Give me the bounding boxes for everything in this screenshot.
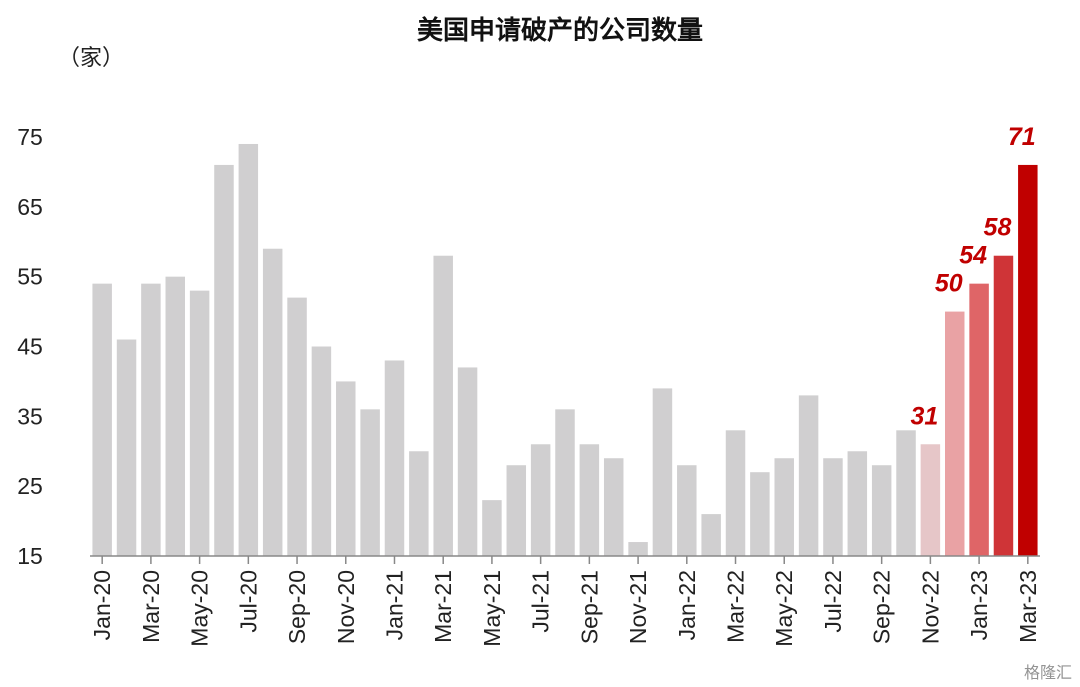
bar bbox=[677, 465, 697, 556]
x-tick-label: Jan-21 bbox=[381, 570, 407, 640]
bar bbox=[945, 311, 965, 556]
bar bbox=[409, 451, 429, 556]
x-tick-label: Mar-22 bbox=[723, 570, 749, 643]
x-tick-label: Jan-23 bbox=[966, 570, 992, 640]
x-tick-label: Mar-21 bbox=[430, 570, 456, 643]
y-tick-label: 55 bbox=[17, 264, 43, 290]
bar bbox=[506, 465, 527, 556]
bar bbox=[165, 276, 185, 556]
y-tick-label: 25 bbox=[17, 473, 43, 499]
bar bbox=[433, 255, 453, 556]
bar bbox=[969, 283, 989, 556]
x-tick-label: May-20 bbox=[187, 570, 213, 647]
bar bbox=[214, 164, 234, 556]
bar bbox=[116, 339, 137, 556]
bar bbox=[871, 465, 892, 556]
bar bbox=[262, 248, 283, 556]
y-tick-label: 75 bbox=[17, 124, 43, 150]
bar bbox=[725, 430, 746, 556]
data-label: 58 bbox=[984, 214, 1012, 242]
bar bbox=[798, 395, 819, 556]
x-tick-label: May-22 bbox=[771, 570, 797, 647]
watermark: 格隆汇 bbox=[1023, 663, 1072, 682]
bar bbox=[555, 409, 575, 556]
bar bbox=[1018, 164, 1038, 556]
x-tick-label: Jan-20 bbox=[89, 570, 115, 640]
x-tick-label: Sep-22 bbox=[869, 570, 895, 644]
bar bbox=[603, 458, 624, 556]
bar bbox=[530, 444, 551, 556]
bar bbox=[311, 346, 332, 556]
x-tick-label: Sep-20 bbox=[284, 570, 310, 644]
bar bbox=[141, 283, 161, 556]
y-tick-label: 45 bbox=[17, 334, 43, 360]
x-tick-label: Nov-21 bbox=[625, 570, 651, 644]
bar bbox=[823, 458, 843, 556]
bar bbox=[920, 444, 941, 556]
y-unit-label: （家） bbox=[58, 46, 125, 71]
y-tick-label: 65 bbox=[17, 194, 43, 220]
bar bbox=[701, 514, 721, 556]
bar bbox=[774, 458, 794, 556]
bar bbox=[360, 409, 380, 556]
x-tick-label: Jul-20 bbox=[235, 570, 261, 633]
bar bbox=[628, 542, 648, 556]
bar bbox=[92, 283, 112, 556]
x-tick-label: Sep-21 bbox=[576, 570, 602, 644]
x-tick-label: Mar-20 bbox=[138, 570, 164, 643]
bar bbox=[189, 290, 210, 556]
bar bbox=[750, 472, 770, 556]
bar bbox=[336, 381, 356, 556]
x-tick-label: May-21 bbox=[479, 570, 505, 647]
x-tick-label: Mar-23 bbox=[1015, 570, 1041, 643]
x-tick-label: Nov-22 bbox=[917, 570, 943, 644]
x-tick-label: Nov-20 bbox=[333, 570, 359, 644]
bar bbox=[384, 360, 405, 556]
data-label: 54 bbox=[959, 242, 987, 270]
data-label: 71 bbox=[1008, 123, 1036, 151]
bar bbox=[482, 500, 502, 556]
bar bbox=[896, 430, 916, 556]
bar bbox=[993, 255, 1014, 556]
bar bbox=[579, 444, 600, 556]
bar bbox=[847, 451, 868, 556]
bar bbox=[238, 143, 259, 556]
bar bbox=[652, 388, 673, 556]
data-label: 31 bbox=[910, 402, 938, 430]
y-tick-label: 35 bbox=[17, 403, 43, 429]
y-tick-label: 15 bbox=[17, 543, 43, 569]
bar bbox=[457, 367, 478, 556]
x-tick-label: Jul-21 bbox=[528, 570, 554, 633]
x-tick-label: Jul-22 bbox=[820, 570, 846, 633]
data-label: 50 bbox=[935, 270, 963, 298]
chart-title: 美国申请破产的公司数量 bbox=[416, 16, 703, 46]
bar bbox=[287, 297, 307, 556]
x-tick-label: Jan-22 bbox=[674, 570, 700, 640]
